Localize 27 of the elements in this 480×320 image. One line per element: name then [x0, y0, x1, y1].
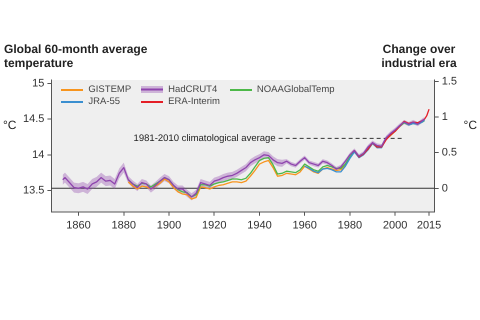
legend-label: HadCRUT4: [168, 84, 218, 95]
y2-tick-label: 1: [442, 111, 448, 124]
legend-label: GISTEMP: [88, 84, 132, 95]
legend-label: NOAAGlobalTemp: [256, 84, 335, 95]
y2-tick-label: 0: [442, 182, 448, 194]
chart-title: Global 60-month average temperature: [4, 42, 148, 70]
legend-label: JRA-55: [88, 96, 120, 107]
y2-tick-label: 0.5: [442, 146, 458, 159]
legend-label: ERA-Interim: [168, 96, 220, 107]
y-axis-title: °C: [3, 118, 17, 132]
y2-tick-label: 1.5: [442, 75, 458, 88]
x-tick-label: 1920: [202, 219, 226, 232]
x-tick-label: 2000: [382, 219, 408, 232]
x-tick-label: 2015: [416, 219, 442, 232]
x-tick-label: 1960: [292, 219, 317, 232]
ref-line-label: 1981-2010 climatological average: [134, 133, 276, 144]
y-tick-label: 13.5: [22, 184, 44, 196]
y-tick-label: 15: [32, 78, 44, 90]
x-tick-label: 1940: [247, 219, 272, 232]
x-tick-label: 1860: [66, 219, 91, 232]
y2-axis-title: °C: [464, 118, 478, 132]
y-tick-label: 14: [32, 148, 44, 161]
x-tick-label: 1980: [338, 219, 362, 232]
x-tick-label: 1900: [156, 219, 182, 232]
text: Change over industrial era: [380, 42, 458, 70]
x-tick-label: 1880: [112, 219, 136, 232]
y-tick-label: 14.5: [22, 113, 44, 126]
